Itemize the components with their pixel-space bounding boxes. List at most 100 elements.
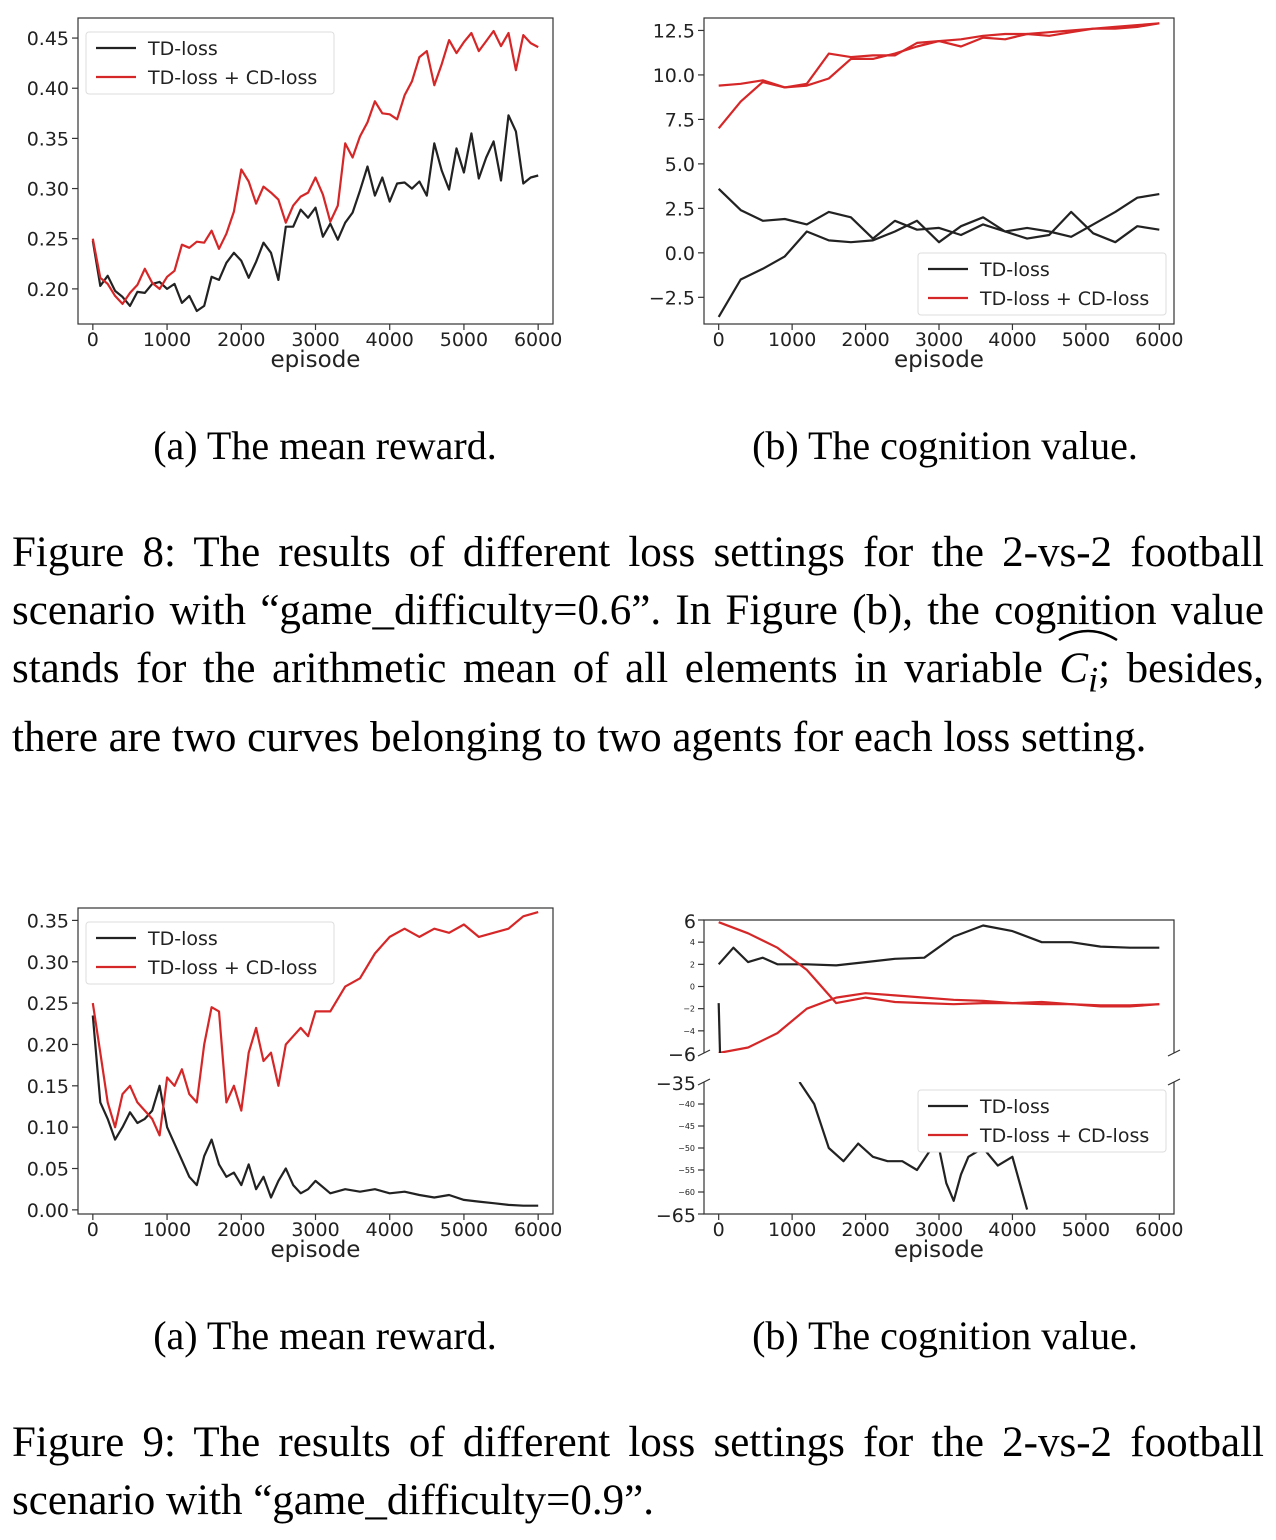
figure9-subcaption-b: (b) The cognition value. — [752, 1313, 1138, 1358]
x-tick-label: 1000 — [768, 329, 816, 351]
x-tick-label: 2000 — [841, 1219, 889, 1241]
td-loss-line — [717, 1003, 722, 1053]
axis-break-mark — [1167, 1049, 1181, 1057]
legend-cd-label: TD-loss + CD-loss — [147, 67, 317, 89]
x-tick-label: 1000 — [143, 329, 191, 351]
legend-box — [917, 1089, 1167, 1153]
y-tick-label: 0.25 — [27, 993, 69, 1015]
y-tick-label: −35 — [656, 1073, 696, 1095]
y-tick-label: 7.5 — [665, 109, 695, 131]
x-tick-label: 0 — [713, 1219, 725, 1241]
y-tick-label: 0.20 — [27, 279, 69, 301]
x-tick-label: 5000 — [1062, 329, 1110, 351]
cd-loss-line — [718, 992, 1160, 1053]
figure9-subcaption-a: (a) The mean reward. — [153, 1313, 497, 1358]
x-tick-label: 0 — [713, 329, 725, 351]
cognition-value-plot: 0 1000 2000 3000 4000 5000 6000 episode −2.5 0.0 2… — [649, 17, 1183, 373]
cd-loss-line — [718, 22, 1160, 89]
x-tick-label: 1000 — [768, 1219, 816, 1241]
x-tick-label: 6000 — [514, 329, 562, 351]
y-tick-label: −2.5 — [649, 287, 695, 309]
x-axis-label: episode — [894, 1237, 984, 1263]
legend-td-label: TD-loss — [979, 259, 1050, 281]
legend-td-label: TD-loss — [147, 928, 218, 950]
cd-loss-line — [717, 22, 1160, 129]
y-tick-label: 6 — [684, 911, 696, 933]
mean-reward-plot: 0 1000 2000 3000 4000 5000 6000 episode 0.00 0.05… — [27, 907, 562, 1263]
y-tick-label-small: −45 — [678, 1122, 695, 1131]
y-tick-label: 0.05 — [27, 1159, 69, 1181]
td-loss-line — [717, 193, 1160, 318]
legend-box — [917, 252, 1167, 316]
td-loss-line — [91, 114, 539, 313]
x-tick-label: 3000 — [915, 329, 963, 351]
x-tick-label: 2000 — [217, 1219, 265, 1241]
mean-reward-plot: 0 1000 2000 3000 4000 5000 6000 episode 0.20 0.25… — [27, 17, 562, 373]
y-tick-label-small: −50 — [678, 1144, 695, 1153]
x-tick-label: 6000 — [1135, 329, 1183, 351]
axis-break-mark — [697, 1049, 711, 1057]
x-axis-label: episode — [271, 347, 361, 373]
td-loss-line — [717, 924, 1160, 967]
y-tick-label: 0.0 — [665, 243, 695, 265]
y-tick-label: 0.35 — [27, 910, 69, 932]
hat-accent-icon — [1058, 629, 1119, 642]
x-tick-label: 3000 — [915, 1219, 963, 1241]
figure8-subcaption-a: (a) The mean reward. — [153, 423, 497, 468]
x-tick-label: 3000 — [291, 1219, 339, 1241]
axis-break-mark — [697, 1078, 711, 1086]
figure8-caption-text-end: ; besides, there are two curves belongin… — [12, 645, 1264, 761]
y-tick-label: 0.40 — [27, 78, 69, 100]
y-tick-label-small: −40 — [678, 1100, 695, 1109]
x-tick-label: 5000 — [440, 1219, 488, 1241]
figure8-b-chart: 0 1000 2000 3000 4000 5000 6000 episode −2.5 0.0 2… — [620, 0, 1260, 390]
x-tick-label: 4000 — [988, 329, 1036, 351]
figure9-caption: Figure 9: The results of different loss … — [12, 1419, 1264, 1524]
y-tick-label-small: 4 — [690, 938, 695, 947]
y-tick-label: 0.25 — [27, 229, 69, 251]
y-tick-label: −65 — [656, 1205, 696, 1227]
y-tick-label: 10.0 — [653, 65, 695, 87]
y-tick-label: 0.20 — [27, 1034, 69, 1056]
cd-loss-line — [91, 29, 539, 305]
x-tick-label: 5000 — [1062, 1219, 1110, 1241]
x-axis-label: episode — [894, 347, 984, 373]
cd-loss-line — [91, 911, 539, 1137]
y-tick-label: −6 — [668, 1044, 696, 1066]
y-tick-label: 0.45 — [27, 28, 69, 50]
top-panel-lines — [717, 921, 1160, 1053]
figure8-caption-text: Figure 8: The results of different loss … — [12, 529, 1264, 692]
legend-cd-label: TD-loss + CD-loss — [979, 1125, 1149, 1147]
legend-box — [85, 31, 335, 95]
figure9-a-chart: 0 1000 2000 3000 4000 5000 6000 episode 0.00 0.05… — [0, 890, 600, 1280]
math-symbol: C — [1059, 645, 1089, 692]
figure9-b-chart: −4 −2 0 2 4 6 −6 −60 −55 −50 −45 −40 −35 −65 0 1000 2000… — [620, 890, 1260, 1280]
y-tick-label: 0.15 — [27, 1076, 69, 1098]
figure8-subcaption-b: (b) The cognition value. — [752, 423, 1138, 468]
y-tick-label: 0.00 — [27, 1200, 69, 1222]
td-loss-line — [717, 188, 1160, 244]
legend-td-label: TD-loss — [147, 38, 218, 60]
x-tick-label: 1000 — [143, 1219, 191, 1241]
x-tick-label: 2000 — [841, 329, 889, 351]
cognition-value-plot: −4 −2 0 2 4 6 −6 −60 −55 −50 −45 −40 −35 −65 0 1000 2000… — [656, 911, 1184, 1263]
x-axis-label: episode — [271, 1237, 361, 1263]
x-tick-label: 4000 — [988, 1219, 1036, 1241]
y-tick-label-small: 2 — [690, 960, 695, 969]
y-tick-label: 5.0 — [665, 154, 695, 176]
x-tick-label: 2000 — [217, 329, 265, 351]
y-tick-label: 0.30 — [27, 952, 69, 974]
legend-cd-label: TD-loss + CD-loss — [979, 288, 1149, 310]
x-tick-label: 5000 — [440, 329, 488, 351]
y-tick-label-small: −4 — [683, 1027, 695, 1036]
y-tick-label-small: 0 — [690, 983, 695, 992]
y-tick-label: 0.30 — [27, 179, 69, 201]
x-tick-label: 0 — [87, 1219, 99, 1241]
x-tick-label: 0 — [87, 329, 99, 351]
legend-box — [85, 921, 335, 985]
x-tick-label: 3000 — [291, 329, 339, 351]
y-tick-label-small: −55 — [678, 1166, 695, 1175]
figure8-caption: Figure 8: The results of different loss … — [12, 524, 1264, 767]
y-tick-label: 0.10 — [27, 1117, 69, 1139]
top-panel-frame — [703, 919, 1175, 1053]
